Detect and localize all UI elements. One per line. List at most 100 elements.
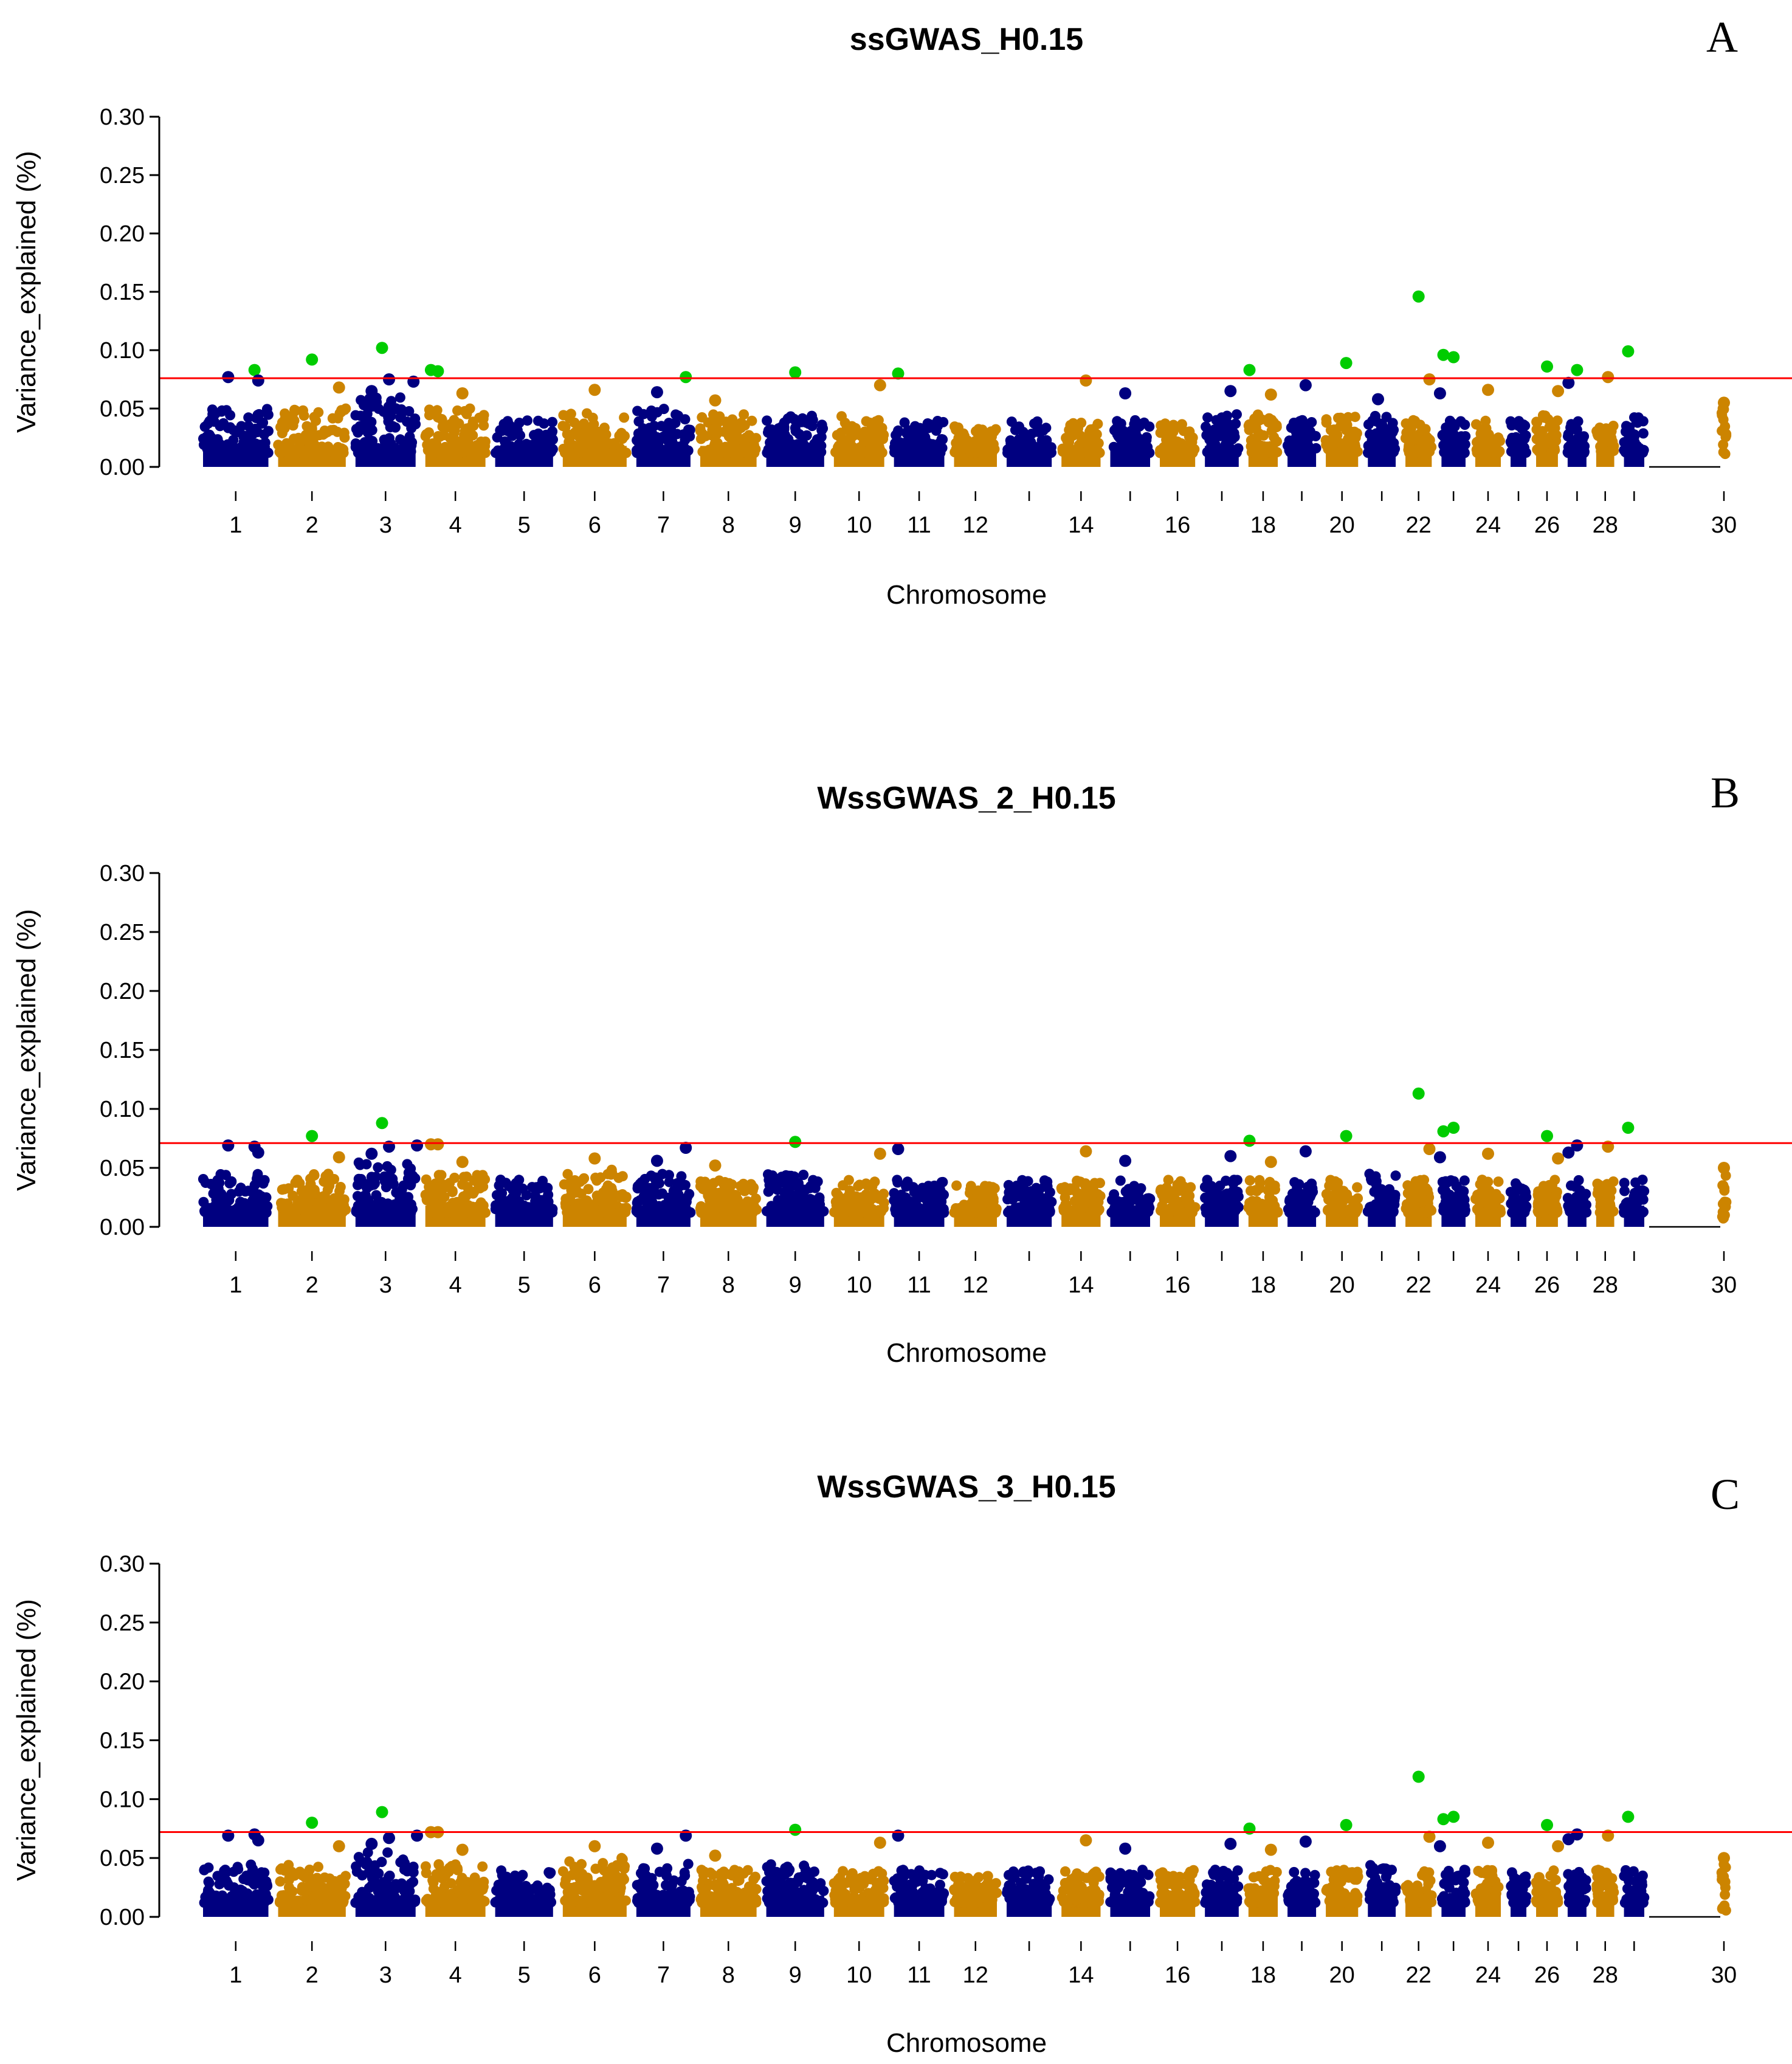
snp-point [227, 1897, 238, 1908]
snp-point [1112, 418, 1123, 429]
snp-point [1265, 1179, 1276, 1190]
snp-point [1184, 1197, 1195, 1208]
snp-point [1110, 1207, 1120, 1218]
snp-point [291, 1206, 301, 1217]
snp-point [402, 437, 412, 448]
snp-point [297, 433, 308, 444]
snp-point [850, 445, 861, 456]
snp-point [410, 1894, 421, 1905]
highlight-snp-point [1423, 1143, 1436, 1155]
snp-point [540, 429, 551, 440]
x-tick-label: 26 [1534, 1272, 1560, 1298]
snp-point [1362, 1206, 1373, 1217]
snp-point [328, 1882, 339, 1893]
snp-point [464, 403, 475, 414]
x-tick-label: 1 [229, 1272, 242, 1298]
snp-point [306, 1880, 316, 1891]
highlight-snp-point [1571, 364, 1584, 376]
snp-point [1384, 424, 1394, 435]
snp-point [1367, 415, 1378, 426]
snp-point [1091, 429, 1102, 440]
snp-point [1460, 431, 1471, 442]
snp-point [298, 405, 308, 416]
snp-point [1243, 420, 1254, 431]
snp-point [711, 1197, 722, 1208]
snp-point [833, 1190, 843, 1201]
snp-point [1325, 1179, 1336, 1190]
x-tick-label: 6 [588, 1272, 601, 1298]
snp-point [390, 444, 401, 455]
y-tick-label: 0.30 [100, 861, 145, 886]
snp-point [439, 1182, 450, 1193]
snp-point [1255, 440, 1266, 451]
snp-point [309, 440, 320, 450]
snp-point [402, 416, 412, 427]
snp-point [790, 426, 801, 437]
snp-point [667, 430, 678, 441]
snp-point [427, 1205, 438, 1216]
snp-point [327, 413, 338, 424]
snp-point [990, 1206, 1001, 1217]
snp-point [359, 1897, 370, 1908]
snp-point [1006, 416, 1017, 427]
snp-point [1258, 430, 1269, 441]
highlight-snp-point [1433, 1151, 1446, 1164]
snp-point [767, 1206, 777, 1217]
x-tick-label: 6 [588, 513, 601, 538]
highlight-snp-point [1299, 379, 1312, 392]
x-tick-label: 26 [1534, 513, 1560, 538]
snp-point [678, 447, 689, 458]
snp-point [723, 1183, 734, 1194]
snp-point [1042, 1176, 1053, 1187]
snp-point [1719, 1182, 1730, 1193]
snp-point [1619, 437, 1630, 447]
snp-point [1549, 445, 1560, 456]
snp-point [1531, 416, 1542, 427]
snp-point [1483, 1206, 1494, 1217]
x-tick-label: 24 [1475, 1272, 1501, 1298]
snp-point [322, 1203, 333, 1214]
highlight-snp-point [1243, 1134, 1256, 1147]
highlight-snp-point [365, 385, 378, 398]
snp-point [1032, 421, 1042, 431]
highlight-snp-point [376, 342, 388, 354]
y-axis-title: Variance_explained (%) [12, 151, 41, 433]
snp-point [478, 410, 489, 421]
snp-point [613, 1172, 624, 1183]
snp-point [1475, 1207, 1486, 1218]
snp-point [1579, 431, 1590, 442]
snp-point [742, 432, 753, 443]
x-tick-label: 10 [846, 1272, 872, 1298]
snp-point [1177, 1181, 1188, 1192]
snp-point [1514, 416, 1525, 427]
snp-point [762, 415, 773, 426]
snp-point [1160, 418, 1171, 429]
snp-point [684, 1207, 695, 1218]
snp-point [421, 429, 432, 440]
snp-point [569, 417, 580, 428]
snp-point [936, 1177, 947, 1188]
y-tick-label: 0.20 [100, 221, 145, 247]
snp-point [1018, 427, 1029, 437]
x-tick-label: 8 [722, 513, 735, 538]
snp-point [1272, 1206, 1283, 1217]
snp-point [373, 1162, 384, 1173]
snp-point [936, 1195, 946, 1206]
snp-point [614, 430, 625, 441]
snp-point [259, 429, 270, 440]
snp-point [1606, 1185, 1617, 1196]
snp-point [670, 409, 681, 420]
highlight-snp-point [1243, 364, 1256, 376]
snp-point [297, 1882, 308, 1893]
snp-point [619, 412, 630, 423]
snp-point [1160, 1207, 1171, 1218]
snp-point [1009, 442, 1019, 453]
highlight-snp-point [1718, 1162, 1730, 1174]
snp-point [456, 447, 467, 458]
snp-point [697, 412, 708, 423]
highlight-snp-point [1718, 396, 1730, 409]
snp-point [798, 1170, 809, 1180]
snp-point [202, 1204, 213, 1215]
snp-point [965, 1184, 976, 1195]
